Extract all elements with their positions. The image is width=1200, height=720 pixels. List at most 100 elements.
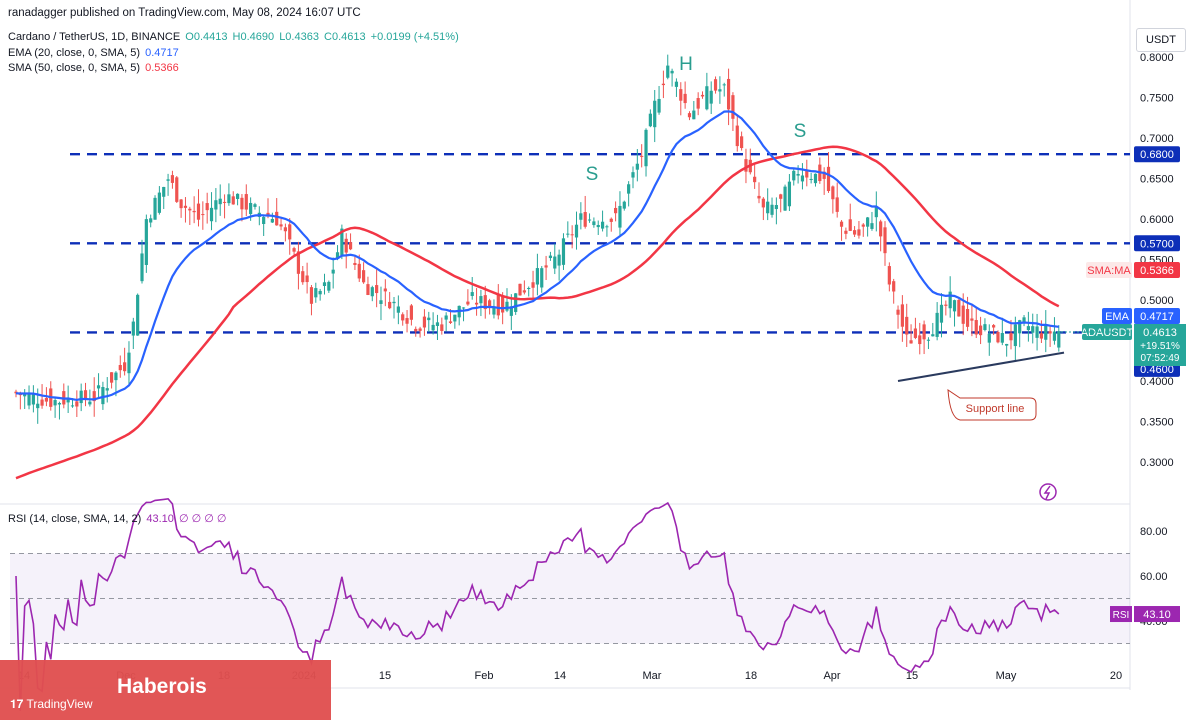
candle-body — [227, 194, 231, 204]
candle-body — [622, 201, 626, 209]
candle-body — [375, 285, 379, 294]
candle-body — [640, 155, 644, 157]
candle-body — [679, 89, 683, 101]
candle-body — [279, 224, 283, 227]
candle-body — [683, 93, 687, 104]
time-tick: 15 — [906, 670, 918, 682]
candle-body — [761, 198, 765, 208]
ema-legend-value: 0.4717 — [145, 47, 179, 59]
candle-body — [887, 266, 891, 285]
candle-body — [253, 204, 257, 207]
candle-body — [1009, 333, 1013, 341]
sma-tag-label: SMA:MA — [1087, 265, 1131, 277]
ema-tag-value-bg — [1134, 308, 1180, 324]
candle-body — [1048, 331, 1052, 334]
sma-legend[interactable]: SMA (50, close, 0, SMA, 5) 0.5366 — [8, 62, 181, 74]
candle-body — [874, 206, 878, 218]
candle-body — [796, 173, 800, 176]
candle-body — [826, 166, 831, 192]
candle-body — [501, 296, 505, 313]
time-tick: Apr — [823, 670, 840, 682]
candle-body — [496, 294, 500, 316]
candle-body — [970, 318, 974, 321]
currency-button[interactable]: USDT — [1136, 28, 1186, 52]
rsi-legend[interactable]: RSI (14, close, SMA, 14, 2) 43.10 ∅ ∅ ∅ … — [8, 512, 228, 525]
candle-body — [574, 224, 579, 238]
candle-body — [670, 70, 674, 74]
candle-body — [844, 230, 848, 234]
rsi-legend-extra: ∅ ∅ ∅ ∅ — [178, 513, 227, 525]
candle-body — [218, 198, 222, 205]
candle-body — [353, 262, 357, 265]
candle-body — [40, 399, 44, 406]
pattern-label: S — [794, 121, 807, 142]
candle-body — [870, 223, 874, 229]
candle-body — [805, 170, 809, 178]
symbol-tag: ADAUSDT — [1081, 327, 1134, 339]
candle-body — [431, 324, 435, 331]
candle-body — [987, 333, 991, 343]
candle-body — [800, 175, 805, 182]
candle-body — [435, 322, 440, 326]
candle-body — [235, 193, 240, 199]
candle-body — [140, 253, 144, 282]
candle-body — [674, 81, 679, 87]
tradingview-logo[interactable]: 𝟏𝟕 TradingView — [10, 697, 93, 712]
ema-tag-value: 0.4717 — [1140, 311, 1174, 323]
candle-body — [1026, 326, 1030, 331]
alert-icon — [1039, 483, 1057, 501]
candle-body — [179, 199, 183, 209]
publisher-line: ranadagger published on TradingView.com,… — [8, 7, 361, 19]
candle-body — [587, 219, 592, 221]
candle-body — [766, 201, 770, 214]
candle-body — [470, 292, 474, 296]
candle-body — [318, 290, 322, 295]
candle-body — [488, 300, 492, 308]
candle-body — [262, 217, 266, 225]
candle-body — [427, 317, 431, 321]
time-tick: May — [996, 670, 1017, 682]
candle-body — [214, 200, 218, 210]
candle-body — [479, 296, 483, 304]
candle-body — [696, 98, 700, 109]
candle-body — [822, 171, 826, 179]
candle-body — [740, 136, 744, 149]
candle-body — [118, 365, 122, 371]
candle-body — [162, 186, 166, 197]
candle-body — [244, 194, 248, 210]
candle-body — [713, 79, 718, 91]
rsi-tag-value: 43.10 — [1143, 609, 1171, 621]
candle-body — [83, 390, 88, 400]
candle-body — [422, 316, 427, 328]
candle-body — [1013, 324, 1017, 347]
candle-body — [414, 328, 418, 332]
candle-body — [644, 129, 648, 167]
price-tick: 0.4000 — [1140, 376, 1174, 388]
candle-body — [240, 197, 244, 210]
candle-body — [687, 113, 692, 118]
rsi-tick: 60.00 — [1140, 571, 1168, 583]
candle-body — [379, 300, 383, 304]
candle-body — [1000, 333, 1004, 343]
ohlc-close: C0.4613 — [324, 31, 366, 43]
candle-body — [188, 208, 192, 211]
pattern-label: H — [679, 54, 693, 75]
candle-body — [892, 281, 896, 292]
candle-body — [974, 320, 978, 335]
candle-body — [327, 281, 331, 291]
candle-body — [918, 335, 922, 345]
ohlc-open: O0.4413 — [185, 31, 228, 43]
candle-body — [561, 238, 566, 265]
candle-body — [57, 402, 62, 405]
candle-body — [961, 305, 965, 324]
candle-body — [1052, 331, 1057, 341]
candle-body — [53, 400, 57, 406]
candle-body — [648, 113, 652, 127]
candle-body — [978, 325, 983, 336]
level-tag-057: 0.5700 — [1140, 238, 1174, 250]
candle-body — [774, 205, 778, 210]
time-tick: 18 — [745, 670, 757, 682]
ema-legend[interactable]: EMA (20, close, 0, SMA, 5) 0.4717 — [8, 47, 181, 59]
candle-body — [583, 212, 587, 227]
